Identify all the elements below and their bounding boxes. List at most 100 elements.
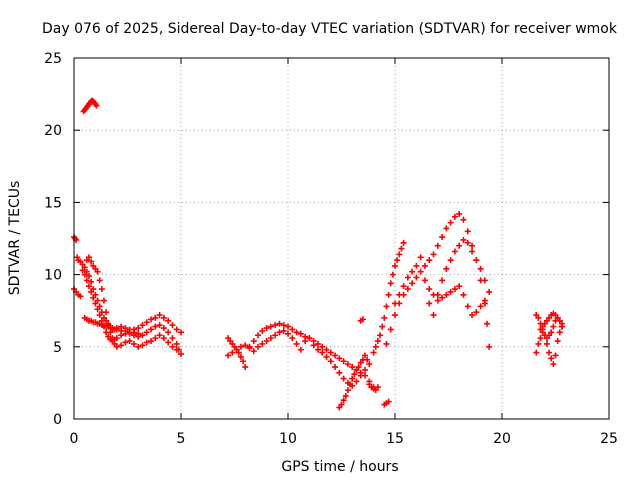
data-point [456, 283, 463, 290]
data-point [332, 352, 339, 359]
data-point [394, 257, 401, 264]
data-point [344, 387, 351, 394]
data-point [160, 325, 167, 332]
data-point [79, 267, 86, 274]
data-point [413, 274, 420, 281]
data-point [469, 242, 476, 249]
grid [74, 58, 609, 419]
data-point [366, 361, 373, 368]
data-point [439, 277, 446, 284]
data-point [90, 294, 97, 301]
data-point [396, 251, 403, 258]
data-point [297, 346, 304, 353]
data-point [98, 286, 105, 293]
data-point [233, 346, 240, 353]
data-point [178, 329, 184, 336]
data-point [240, 358, 247, 365]
data-point [148, 316, 155, 323]
data-point [533, 349, 540, 356]
data-point [135, 325, 142, 332]
data-point [340, 397, 347, 404]
data-point [537, 335, 544, 342]
data-point [85, 254, 92, 261]
data-point [443, 291, 450, 298]
data-point [426, 257, 433, 264]
data-point [338, 401, 345, 408]
data-point [152, 314, 159, 321]
data-point [409, 268, 416, 275]
data-point [272, 322, 279, 329]
data-point [113, 343, 120, 350]
data-point [173, 346, 180, 353]
data-point [94, 306, 101, 313]
data-point [160, 335, 167, 342]
data-point [267, 323, 274, 330]
data-point [392, 300, 398, 307]
data-point [469, 248, 476, 255]
data-point [289, 326, 296, 333]
data-point [280, 327, 287, 334]
data-point [143, 319, 150, 326]
data-point [169, 322, 176, 329]
data-point [389, 271, 396, 278]
plot-frame [73, 57, 610, 420]
data-point [556, 329, 563, 336]
data-point [359, 316, 366, 323]
data-point [246, 345, 253, 352]
data-point [344, 361, 351, 368]
data-point [289, 335, 296, 342]
data-point [314, 340, 321, 347]
data-point [103, 309, 110, 316]
series-track-b [71, 267, 182, 353]
data-point [96, 277, 103, 284]
data-point [447, 257, 454, 264]
data-point [340, 375, 347, 382]
data-point [477, 265, 484, 272]
data-point [447, 288, 454, 295]
data-point [263, 338, 270, 345]
data-point [456, 242, 463, 249]
data-point [481, 297, 488, 304]
data-point [156, 322, 163, 329]
data-point [276, 320, 283, 327]
data-point [464, 303, 471, 310]
data-point [130, 340, 137, 347]
data-point [152, 323, 159, 330]
x-tick-label: 5 [177, 431, 186, 447]
ticks: 0 5 10 15 20 25 0 5 10 15 20 25 [44, 51, 618, 447]
y-tick-label: 10 [44, 268, 62, 284]
data-point [477, 303, 484, 310]
data-point [451, 213, 458, 220]
data-point [250, 348, 257, 355]
data-point [327, 358, 334, 365]
data-point [426, 286, 433, 293]
data-point [285, 323, 291, 330]
data-point [372, 343, 379, 350]
data-point [370, 349, 377, 356]
series-track-e [225, 320, 377, 391]
y-tick-label: 20 [44, 123, 62, 139]
data-point [404, 286, 411, 293]
data-point [396, 291, 403, 298]
data-point [74, 254, 81, 261]
data-point [443, 225, 450, 232]
data-point [417, 254, 424, 261]
data-point [139, 332, 146, 339]
data-point [169, 335, 176, 342]
x-tick-label: 25 [600, 431, 618, 447]
data-point [400, 239, 407, 246]
data-point [464, 228, 471, 235]
data-point [81, 271, 88, 278]
data-point [143, 329, 150, 336]
data-point [469, 312, 476, 319]
data-point [473, 257, 480, 264]
series-track-h [366, 381, 392, 408]
series-track-o [537, 310, 565, 333]
data-point [385, 291, 392, 298]
data-point [535, 314, 542, 321]
data-point [310, 342, 317, 349]
data-point [135, 330, 142, 337]
data-point [430, 291, 437, 298]
data-point [255, 343, 262, 350]
y-tick-label: 5 [53, 340, 62, 356]
